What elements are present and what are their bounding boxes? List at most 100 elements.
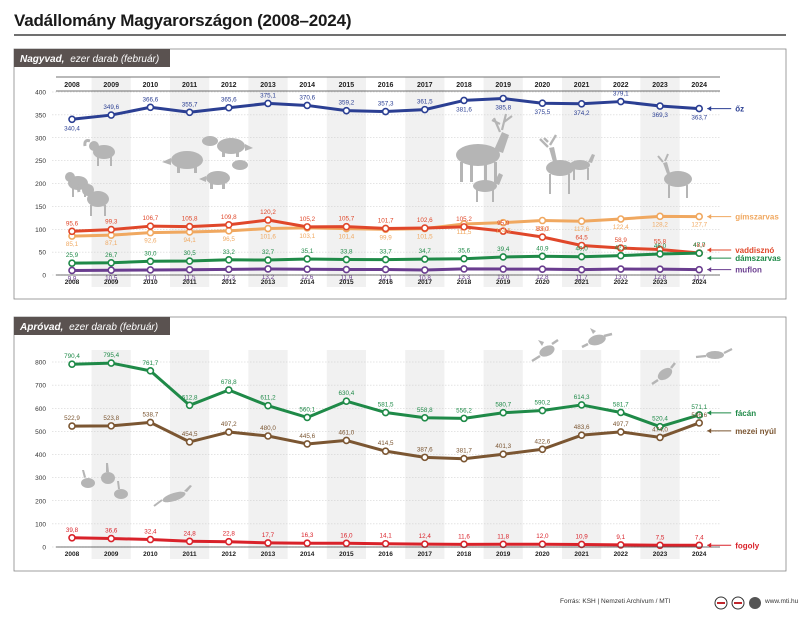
data-point-damszarvas bbox=[460, 254, 468, 263]
x-tick-label: 2022 bbox=[613, 82, 629, 89]
data-label-muflon: 13,3 bbox=[458, 274, 471, 281]
x-tick-label: 2024 bbox=[691, 82, 707, 89]
legend-arrowhead-damszarvas bbox=[707, 255, 712, 261]
x-tick-label: 2016 bbox=[378, 551, 393, 558]
data-point-damszarvas bbox=[146, 257, 155, 266]
x-tick-labels-top: 2008 2009 2010 2011 2012 2013 2014 2015 2016 2017… bbox=[64, 82, 707, 89]
data-label-gimszarvas: 96,5 bbox=[223, 236, 236, 243]
legend-arrowhead-vaddiszno bbox=[707, 247, 712, 253]
panel-small-game-subtitle: ezer darab (február) bbox=[69, 322, 158, 333]
footer-logos bbox=[714, 596, 761, 610]
data-label-oz: 385,8 bbox=[495, 104, 511, 111]
x-tick-label: 2008 bbox=[65, 551, 80, 558]
data-label-mezei_nyul: 414,5 bbox=[378, 440, 394, 447]
data-label-oz: 357,3 bbox=[378, 101, 394, 108]
data-label-vaddiszno: 105,2 bbox=[299, 216, 315, 223]
data-point-muflon bbox=[499, 265, 508, 273]
data-label-vaddiszno: 64,5 bbox=[575, 234, 588, 241]
x-tick-labels-bottom: 2008 2009 2010 2011 2012 2013 2014 2015 2016 2017… bbox=[65, 551, 707, 558]
x-tick-label: 2012 bbox=[221, 82, 237, 89]
data-label-mezei_nyul: 497,7 bbox=[613, 421, 629, 428]
data-point-fogoly bbox=[420, 540, 429, 548]
data-label-facan: 581,7 bbox=[613, 401, 629, 408]
data-label-mezei_nyul: 536,6 bbox=[691, 412, 707, 419]
data-label-facan: 790,4 bbox=[64, 353, 80, 360]
pheasant-icon bbox=[531, 328, 733, 386]
data-label-damszarvas: 32,7 bbox=[262, 249, 275, 256]
data-label-gimszarvas: 119,1 bbox=[535, 226, 551, 233]
data-point-facan bbox=[381, 408, 390, 417]
data-point-damszarvas bbox=[538, 252, 547, 261]
panel-small-game-header-main: Apróvad, bbox=[19, 322, 63, 333]
data-point-damszarvas bbox=[225, 256, 233, 264]
x-tick-label: 2016 bbox=[378, 279, 393, 286]
data-label-muflon: 12,8 bbox=[654, 274, 667, 281]
y-tick-label: 200 bbox=[35, 181, 46, 188]
data-point-damszarvas bbox=[577, 252, 586, 261]
data-point-oz bbox=[381, 107, 390, 116]
data-point-muflon bbox=[420, 266, 429, 274]
data-label-fogoly: 11,6 bbox=[458, 533, 470, 540]
data-point-oz bbox=[107, 111, 115, 119]
data-label-gimszarvas: 94,1 bbox=[183, 237, 196, 244]
y-tick-label: 700 bbox=[35, 383, 46, 390]
x-tick-label: 2018 bbox=[457, 551, 472, 558]
data-label-oz: 361,5 bbox=[417, 99, 433, 106]
data-label-muflon: 10,8 bbox=[419, 275, 432, 282]
x-tick-label: 2010 bbox=[143, 82, 159, 89]
x-tick-label: 2010 bbox=[143, 279, 158, 286]
data-point-vaddiszno bbox=[264, 216, 272, 224]
data-point-vaddiszno bbox=[420, 224, 429, 232]
data-label-oz: 379,1 bbox=[613, 91, 629, 98]
x-tick-label: 2021 bbox=[574, 279, 589, 286]
data-label-vaddiszno: 120,2 bbox=[260, 209, 276, 216]
data-point-oz bbox=[420, 105, 429, 114]
data-point-damszarvas bbox=[420, 255, 429, 263]
panel-big-game-frame bbox=[13, 48, 787, 300]
data-label-muflon: 12,3 bbox=[223, 274, 236, 281]
data-point-facan bbox=[107, 359, 115, 367]
data-label-muflon: 12,1 bbox=[379, 274, 392, 281]
data-point-oz bbox=[538, 99, 547, 108]
data-label-facan: 614,3 bbox=[574, 394, 590, 401]
panel-big-game-subtitle: ezer darab (február) bbox=[70, 54, 159, 65]
y-tick-labels: 0 100 200 300 400 500 600 700 800 bbox=[35, 360, 46, 552]
bird-and-hare-silhouettes bbox=[81, 328, 733, 507]
data-point-mezei_nyul bbox=[185, 438, 194, 446]
hare-icon bbox=[81, 463, 192, 507]
panel-small-game-header-bg bbox=[14, 317, 170, 335]
data-point-damszarvas bbox=[107, 258, 115, 267]
data-point-muflon bbox=[538, 265, 547, 273]
y-tick-label: 100 bbox=[35, 521, 46, 528]
data-label-gimszarvas: 103,1 bbox=[299, 233, 315, 240]
data-point-facan bbox=[656, 422, 664, 431]
x-tick-label: 2008 bbox=[64, 82, 80, 89]
data-point-gimszarvas bbox=[577, 217, 586, 225]
data-point-damszarvas bbox=[264, 256, 272, 264]
animal-silhouettes bbox=[65, 113, 692, 216]
data-point-fogoly bbox=[577, 540, 586, 549]
x-tick-label: 2015 bbox=[339, 551, 354, 558]
legend-arrowhead-fogoly bbox=[707, 542, 712, 548]
data-point-oz bbox=[616, 97, 625, 106]
data-label-gimszarvas: 85,1 bbox=[66, 241, 79, 248]
data-label-damszarvas: 40,0 bbox=[575, 246, 588, 253]
legend: fácán mezei nyúl fogoly bbox=[707, 409, 776, 550]
data-label-mezei_nyul: 483,6 bbox=[574, 424, 590, 431]
data-label-damszarvas: 47,7 bbox=[693, 242, 706, 249]
y-tick-label: 100 bbox=[35, 227, 46, 234]
data-label-muflon: 13,0 bbox=[615, 274, 628, 281]
data-point-facan bbox=[225, 386, 233, 394]
data-label-mezei_nyul: 381,7 bbox=[456, 448, 472, 455]
data-point-fogoly bbox=[185, 537, 194, 546]
data-point-vaddiszno bbox=[303, 223, 312, 231]
data-point-oz bbox=[185, 108, 194, 117]
data-label-gimszarvas: 101,6 bbox=[260, 234, 276, 241]
data-point-mezei_nyul bbox=[577, 431, 586, 439]
data-point-vaddiszno bbox=[460, 223, 468, 231]
data-point-vaddiszno bbox=[381, 224, 390, 233]
data-label-mezei_nyul: 523,8 bbox=[103, 415, 119, 422]
